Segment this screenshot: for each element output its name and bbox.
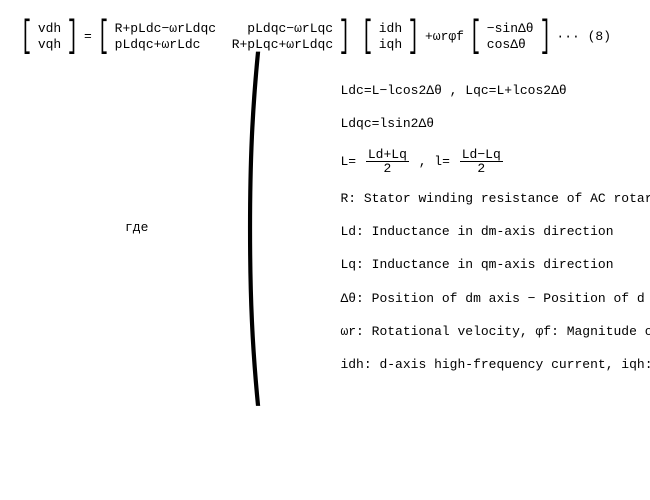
m21: pLdqc+ωrLdc (115, 37, 201, 52)
bracket-right: ] (408, 20, 419, 54)
def-L-prefix: L= (340, 154, 356, 169)
def-Ld: Ld: Inductance in dm-axis direction (340, 223, 650, 241)
trig-vector: −sinΔθ cosΔθ (487, 21, 534, 54)
frac-l-den: 2 (475, 162, 487, 175)
equals: = (84, 28, 92, 46)
frac-l-num: Ld−Lq (460, 148, 503, 162)
def-dtheta: Δθ: Position of dm axis − Position of d … (340, 290, 650, 308)
definitions-list: Ldc=L−lcos2Δθ , Lqc=L+lcos2Δθ Ldqc=lsin2… (340, 82, 650, 375)
i-vector: idh iqh (379, 21, 402, 54)
v3-top: −sinΔθ (487, 21, 534, 37)
m11: R+pLdc−ωrLdqc (115, 21, 216, 36)
lhs-bot: vqh (38, 37, 61, 53)
matrix-row: R+pLdc−ωrLdqc pLdqc−ωrLqc (115, 21, 333, 37)
frac-L-num: Ld+Lq (366, 148, 409, 162)
v3-bot: cosΔθ (487, 37, 526, 53)
bracket-left: [ (470, 20, 481, 54)
def-L-l: L= Ld+Lq 2 , l= Ld−Lq 2 (340, 148, 650, 175)
bracket-right: ] (339, 20, 350, 54)
matrix-row: pLdqc+ωrLdc R+pLqc+ωrLdqc (115, 37, 333, 53)
where-block: где ( Ldc=L−lcos2Δθ , Lqc=L+lcos2Δθ Ldqc… (125, 72, 635, 384)
def-ldqc: Ldqc=lsin2Δθ (340, 115, 650, 133)
matrix: R+pLdc−ωrLdqc pLdqc−ωrLqc pLdqc+ωrLdc R+… (115, 21, 333, 54)
frac-L-den: 2 (381, 162, 393, 175)
bracket-left: [ (21, 20, 32, 54)
lhs-vector: vdh vqh (38, 21, 61, 54)
def-ldc-lqc: Ldc=L−lcos2Δθ , Lqc=L+lcos2Δθ (340, 82, 650, 100)
lhs-top: vdh (38, 21, 61, 37)
def-l-prefix: , l= (419, 154, 450, 169)
bracket-right: ] (67, 20, 78, 54)
equation-8: [ vdh vqh ] = [ R+pLdc−ωrLdqc pLdqc−ωrLq… (15, 20, 635, 54)
def-wr-phif: ωr: Rotational velocity, φf: Magnitude o… (340, 323, 650, 341)
plus-term: +ωrφf (425, 28, 464, 46)
frac-l: Ld−Lq 2 (460, 148, 503, 175)
v2-top: idh (379, 21, 402, 37)
bracket-left: [ (362, 20, 373, 54)
brace-left-icon: ( (241, 72, 268, 384)
def-R: R: Stator winding resistance of AC rotar… (340, 190, 650, 208)
bracket-right: ] (539, 20, 550, 54)
equation-number: ··· (8) (556, 28, 611, 46)
v2-bot: iqh (379, 37, 402, 53)
def-Lq: Lq: Inductance in qm-axis direction (340, 256, 650, 274)
def-idh-iqh: idh: d-axis high-frequency current, iqh:… (340, 356, 650, 374)
frac-L: Ld+Lq 2 (366, 148, 409, 175)
where-label: где (125, 219, 148, 237)
bracket-left: [ (98, 20, 109, 54)
